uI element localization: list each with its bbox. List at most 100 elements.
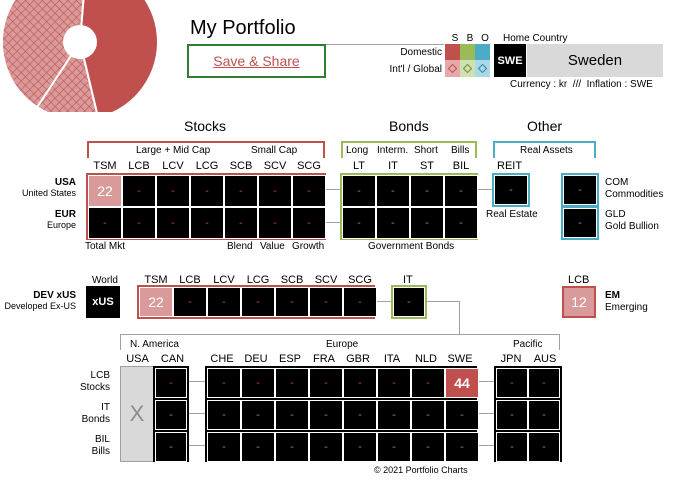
cell-nld-it[interactable]: - [411,400,445,430]
cell-fra-bil[interactable]: - [309,432,343,462]
cell-ita-bil[interactable]: - [377,432,411,462]
cell-reit[interactable]: - [494,175,528,205]
cell-jpn-it[interactable]: - [496,400,528,430]
country-selector[interactable]: Sweden [527,44,663,77]
stock-col-header-scg: SCG [297,160,321,172]
cell-gbr-it[interactable]: - [343,400,377,430]
cell-can-it[interactable]: - [155,400,187,430]
cell-esp-lcb[interactable]: - [275,368,309,398]
cell-swe-lcb[interactable]: 44 [445,368,479,398]
cell-eur-scb[interactable]: - [224,207,258,239]
domestic-other-toggle[interactable] [475,44,490,60]
cell-ita-it[interactable]: - [377,400,411,430]
cell-eur-bil[interactable]: - [444,207,478,239]
cell-eur-st[interactable]: - [410,207,444,239]
bond-col-header-bil: BIL [452,160,470,172]
cell-usa-scb[interactable]: - [224,175,258,207]
cell-eur-lcv[interactable]: - [156,207,190,239]
cell-aus-lcb[interactable]: - [528,368,560,398]
row-name-dev: Developed Ex-US [4,301,76,311]
cell-fra-lcb[interactable]: - [309,368,343,398]
cell-eur-tsm[interactable]: - [88,207,122,239]
cell-usa-tsm[interactable]: 22 [88,175,122,207]
other-bracket [493,141,596,158]
cell-eur-it[interactable]: - [376,207,410,239]
country-col-gbr: GBR [346,353,370,365]
cell-che-bil[interactable]: - [207,432,241,462]
pie-slice [78,0,159,112]
grid-connector [326,222,340,223]
country-code-badge[interactable]: SWE [494,44,526,77]
cell-usa-it[interactable]: - [376,175,410,207]
cell-dev-scv[interactable]: - [309,287,343,317]
dev-connector [559,334,560,350]
intl-stocks-toggle[interactable] [445,60,460,77]
cell-gbr-lcb[interactable]: - [343,368,377,398]
bonds-bracket [341,141,477,158]
cell-eur-lcb[interactable]: - [122,207,156,239]
cell-can-bil[interactable]: - [155,432,187,462]
stock-col-header-tsm: TSM [93,160,117,172]
domestic-bonds-toggle[interactable] [460,44,475,60]
stock-col-header-lcv: LCV [162,160,184,172]
cell-nld-lcb[interactable]: - [411,368,445,398]
cell-dev-lcg[interactable]: - [241,287,275,317]
cell-usa-lcv[interactable]: - [156,175,190,207]
xus-badge[interactable]: xUS [86,286,120,318]
cell-jpn-lcb[interactable]: - [496,368,528,398]
cell-esp-it[interactable]: - [275,400,309,430]
intl-other-toggle[interactable] [475,60,490,77]
cell-dev-scb[interactable]: - [275,287,309,317]
cell-jpn-bil[interactable]: - [496,432,528,462]
cell-can-lcb[interactable]: - [155,368,187,398]
cell-usa-st[interactable]: - [410,175,444,207]
cell-aus-it[interactable]: - [528,400,560,430]
row-label-eur: EUR Europe [10,209,76,230]
cell-usa-lcg[interactable]: - [190,175,224,207]
pie-slice [35,39,98,112]
cell-deu-it[interactable]: - [241,400,275,430]
country-connector [477,413,494,414]
cell-gld[interactable]: - [563,208,597,238]
intl-bonds-toggle[interactable] [460,60,475,77]
cell-nld-bil[interactable]: - [411,432,445,462]
cell-eur-scg[interactable]: - [292,207,326,239]
cell-usa-scg[interactable]: - [292,175,326,207]
cell-fra-it[interactable]: - [309,400,343,430]
cell-deu-bil[interactable]: - [241,432,275,462]
stock-col-header-lcb: LCB [128,160,150,172]
cell-usa-lt[interactable]: - [342,175,376,207]
dev-col-header-lcb: LCB [179,274,201,286]
cell-usa-lcb[interactable]: - [122,175,156,207]
cell-eur-lt[interactable]: - [342,207,376,239]
diamond-icon [448,64,457,73]
country-connector [189,413,205,414]
cell-swe-bil[interactable]: - [445,432,479,462]
cell-dev-it[interactable]: - [393,287,425,317]
cell-swe-it[interactable]: - [445,400,479,430]
dev-col-header-scb: SCB [280,274,304,286]
em-cell[interactable]: 12 [562,286,596,318]
gov-bonds-label: Government Bonds [368,241,455,252]
cell-dev-scg[interactable]: - [343,287,377,317]
cell-ita-lcb[interactable]: - [377,368,411,398]
save-share-button[interactable]: Save & Share [187,44,326,78]
cell-che-lcb[interactable]: - [207,368,241,398]
country-connector [477,445,494,446]
cell-eur-scv[interactable]: - [258,207,292,239]
domestic-stocks-toggle[interactable] [445,44,460,60]
gld-label: GLD Gold Bullion [605,209,659,233]
cell-com[interactable]: - [563,175,597,205]
cell-che-it[interactable]: - [207,400,241,430]
cell-dev-lcb[interactable]: - [173,287,207,317]
pie-slices [1,0,159,112]
cell-dev-tsm[interactable]: 22 [139,287,173,317]
cell-esp-bil[interactable]: - [275,432,309,462]
cell-aus-bil[interactable]: - [528,432,560,462]
cell-deu-lcb[interactable]: - [241,368,275,398]
cell-dev-lcv[interactable]: - [207,287,241,317]
cell-usa-scv[interactable]: - [258,175,292,207]
cell-eur-lcg[interactable]: - [190,207,224,239]
cell-gbr-bil[interactable]: - [343,432,377,462]
cell-usa-bil[interactable]: - [444,175,478,207]
